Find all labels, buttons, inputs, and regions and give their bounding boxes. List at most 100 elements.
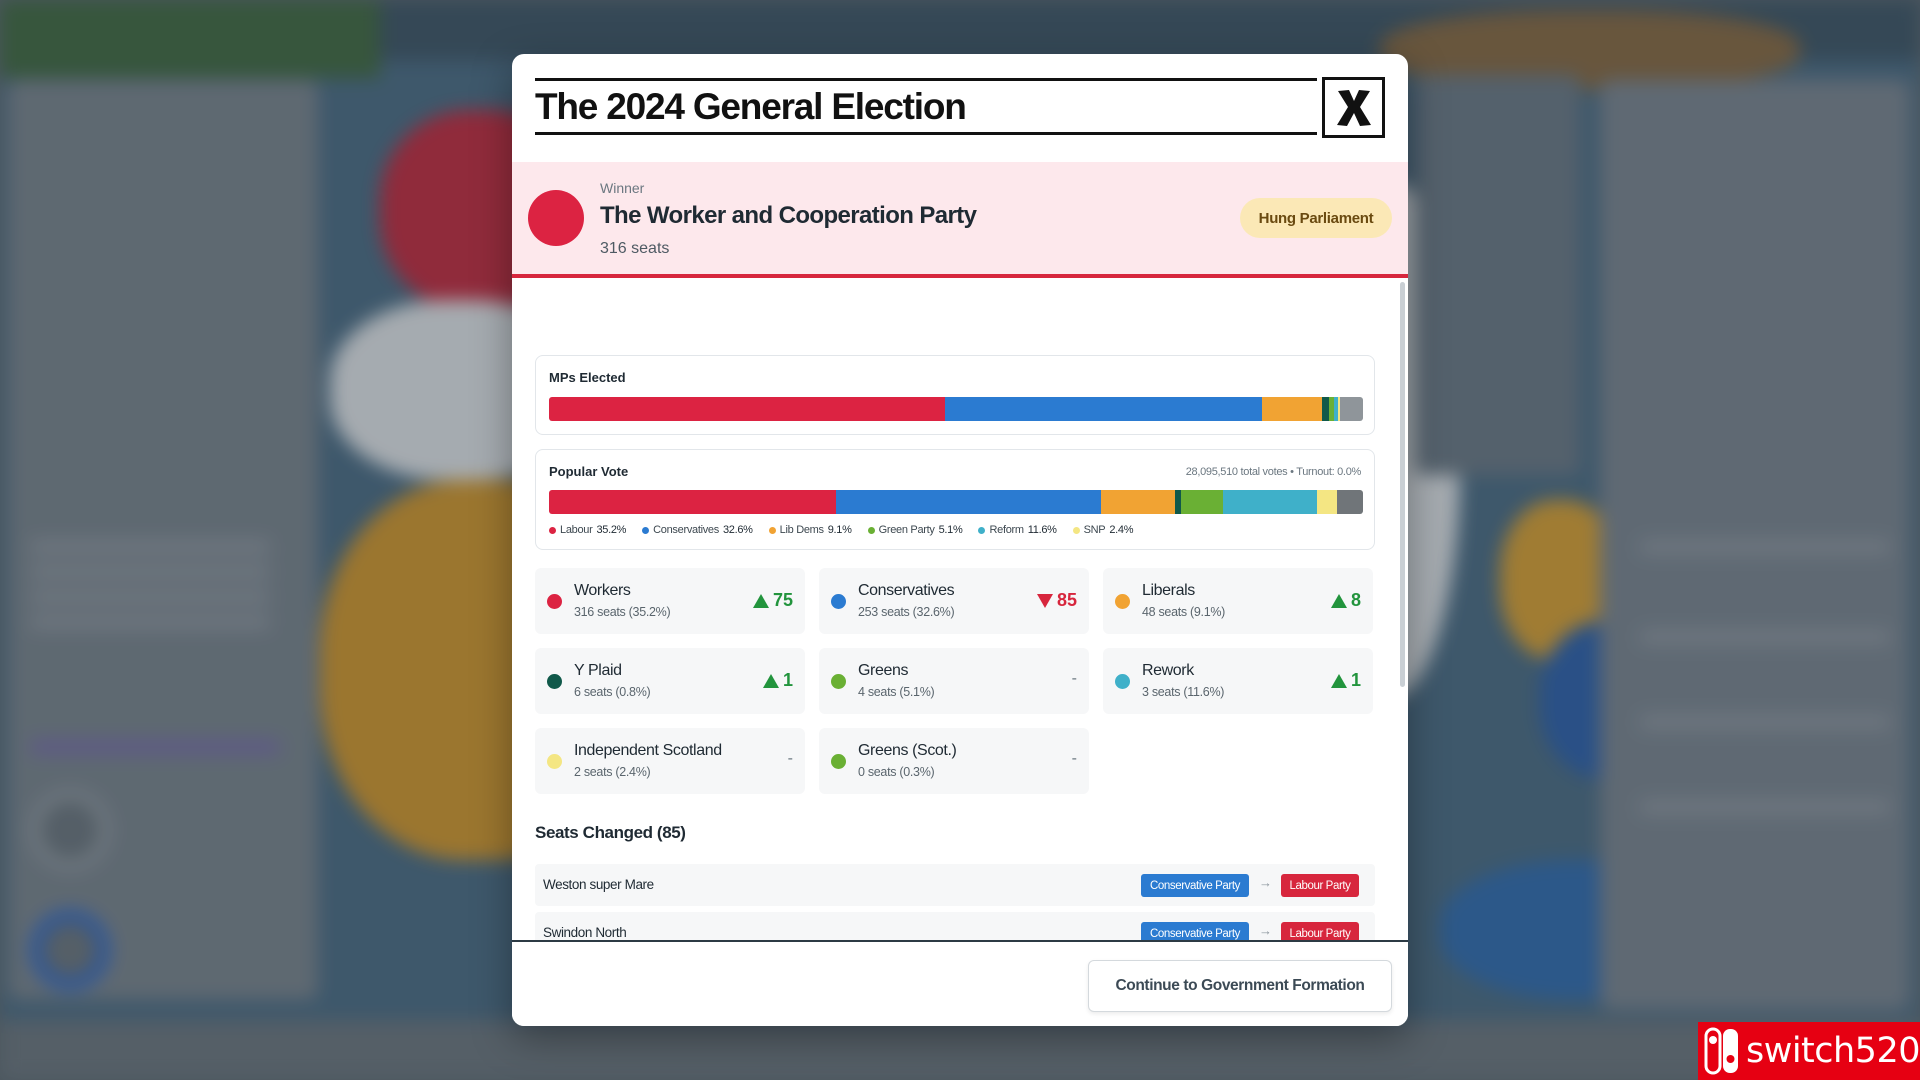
legend-item: Reform 11.6% bbox=[978, 524, 1057, 536]
party-color-dot bbox=[831, 754, 846, 769]
winner-banner: Winner The Worker and Cooperation Party … bbox=[512, 162, 1408, 278]
close-button[interactable] bbox=[1322, 77, 1385, 138]
continue-to-government-formation-button[interactable]: Continue to Government Formation bbox=[1088, 960, 1392, 1012]
seat-change-up: 75 bbox=[752, 590, 793, 611]
scrollbar-thumb[interactable] bbox=[1400, 282, 1405, 687]
legend-dot bbox=[978, 526, 986, 534]
legend-label: Labour bbox=[560, 524, 593, 536]
arrow-up-icon bbox=[752, 593, 769, 608]
party-seats: 48 seats (9.1%) bbox=[1142, 605, 1226, 619]
legend-value: 5.1% bbox=[938, 524, 963, 536]
vote-segment-labour bbox=[549, 490, 836, 514]
title-box: The 2024 General Election bbox=[535, 78, 1317, 135]
party-color-dot bbox=[547, 674, 562, 689]
close-x-icon bbox=[1336, 89, 1371, 126]
arrow-down-icon bbox=[1036, 593, 1053, 608]
legend-value: 9.1% bbox=[827, 524, 852, 536]
seat-change-none: - bbox=[1071, 670, 1077, 687]
arrow-up-icon bbox=[1330, 673, 1347, 688]
arrow-up-icon bbox=[1330, 593, 1347, 608]
seat-change-none: - bbox=[787, 750, 793, 767]
winner-party-color-dot bbox=[528, 190, 584, 246]
legend-item: Conservatives 32.6% bbox=[642, 524, 753, 536]
seat-change-row[interactable]: Weston super Mare Conservative Party → Labo… bbox=[535, 864, 1375, 906]
party-card: Greens (Scot.) 0 seats (0.3%) - bbox=[819, 728, 1089, 794]
arrow-right-icon: → bbox=[1259, 875, 1272, 890]
party-color-dot bbox=[1115, 594, 1130, 609]
party-card: Y Plaid 6 seats (0.8%) 1 bbox=[535, 648, 805, 714]
seat-change-down: 85 bbox=[1036, 590, 1077, 611]
to-party-tag: Labour Party bbox=[1281, 922, 1359, 945]
bg-bottom-bar bbox=[0, 1020, 1920, 1080]
legend-item: Labour 35.2% bbox=[549, 524, 626, 536]
party-card: Liberals 48 seats (9.1%) 8 bbox=[1103, 568, 1373, 634]
from-party-tag: Conservative Party bbox=[1141, 922, 1249, 945]
mps-segment-liberals bbox=[1261, 397, 1322, 421]
legend-dot bbox=[1072, 526, 1080, 534]
party-card: Greens 4 seats (5.1%) - bbox=[819, 648, 1089, 714]
legend-dot bbox=[867, 526, 875, 534]
party-card: Conservatives 253 seats (32.6%) 85 bbox=[819, 568, 1089, 634]
party-color-dot bbox=[1115, 674, 1130, 689]
modal-title: The 2024 General Election bbox=[535, 85, 967, 127]
mps-elected-title: MPs Elected bbox=[549, 370, 626, 385]
party-color-dot bbox=[547, 754, 562, 769]
winner-label: Winner bbox=[600, 180, 645, 196]
legend-label: Lib Dems bbox=[779, 524, 824, 536]
party-seats: 4 seats (5.1%) bbox=[858, 685, 935, 699]
vote-segment-conservatives bbox=[835, 490, 1101, 514]
to-party-tag: Labour Party bbox=[1281, 874, 1359, 897]
party-card: Independent Scotland 2 seats (2.4%) - bbox=[535, 728, 805, 794]
seat-change-up: 8 bbox=[1330, 590, 1361, 611]
watermark: switch520 bbox=[1698, 1022, 1920, 1080]
legend-label: Conservatives bbox=[653, 524, 719, 536]
modal-footer: Continue to Government Formation bbox=[512, 940, 1408, 1026]
popular-vote-legend: Labour 35.2% Conservatives 32.6% Lib Dems 9.1… bbox=[549, 524, 1134, 536]
popular-vote-meta: 28,095,510 total votes • Turnout: 0.0% bbox=[1185, 466, 1362, 478]
vote-segment-reform bbox=[1222, 490, 1318, 514]
arrow-up-icon bbox=[762, 673, 779, 688]
vote-segment-green-party bbox=[1181, 490, 1223, 514]
party-name: Y Plaid bbox=[574, 662, 622, 679]
seats-changed-title: Seats Changed (85) bbox=[535, 823, 686, 842]
winner-seats: 316 seats bbox=[600, 240, 670, 257]
mps-segment-workers bbox=[549, 397, 945, 421]
from-party-tag: Conservative Party bbox=[1141, 874, 1249, 897]
legend-value: 11.6% bbox=[1027, 524, 1057, 536]
legend-item: Lib Dems 9.1% bbox=[768, 524, 852, 536]
legend-dot bbox=[549, 526, 556, 534]
party-seats: 2 seats (2.4%) bbox=[574, 765, 651, 779]
party-card: Workers 316 seats (35.2%) 75 bbox=[535, 568, 805, 634]
party-name: Liberals bbox=[1142, 582, 1195, 599]
vote-segment-lib-dems bbox=[1100, 490, 1175, 514]
party-name: Workers bbox=[574, 582, 631, 599]
mps-elected-card: MPs Elected bbox=[535, 355, 1375, 435]
hung-parliament-badge: Hung Parliament bbox=[1240, 198, 1392, 238]
legend-label: SNP bbox=[1083, 524, 1106, 536]
party-seats: 0 seats (0.3%) bbox=[858, 765, 935, 779]
popular-vote-bar bbox=[549, 490, 1363, 514]
legend-label: Reform bbox=[989, 524, 1024, 536]
constituency-name: Swindon North bbox=[543, 925, 627, 940]
vote-segment-snp bbox=[1317, 490, 1337, 514]
party-seats: 316 seats (35.2%) bbox=[574, 605, 671, 619]
results-scroll-area[interactable]: MPs Elected Popular Vote 28,095,510 tota… bbox=[512, 282, 1408, 946]
modal-header: The 2024 General Election bbox=[512, 54, 1408, 162]
winner-party-name: The Worker and Cooperation Party bbox=[600, 202, 977, 229]
party-seats: 3 seats (11.6%) bbox=[1142, 685, 1225, 699]
constituency-name: Weston super Mare bbox=[543, 877, 654, 892]
party-name: Conservatives bbox=[858, 582, 955, 599]
vote-segment-other bbox=[1336, 490, 1363, 514]
popular-vote-title: Popular Vote bbox=[549, 464, 629, 479]
party-color-dot bbox=[831, 674, 846, 689]
watermark-text: switch520 bbox=[1745, 1031, 1920, 1071]
legend-item: Green Party 5.1% bbox=[867, 524, 963, 536]
party-seats: 253 seats (32.6%) bbox=[858, 605, 955, 619]
legend-value: 32.6% bbox=[722, 524, 753, 536]
seat-change-up: 1 bbox=[1330, 670, 1361, 691]
mps-segment-conservatives bbox=[944, 397, 1262, 421]
party-name: Independent Scotland bbox=[574, 742, 722, 759]
party-seats: 6 seats (0.8%) bbox=[574, 685, 651, 699]
mps-segment-greens bbox=[1329, 397, 1335, 421]
mps-elected-bar bbox=[549, 397, 1363, 421]
